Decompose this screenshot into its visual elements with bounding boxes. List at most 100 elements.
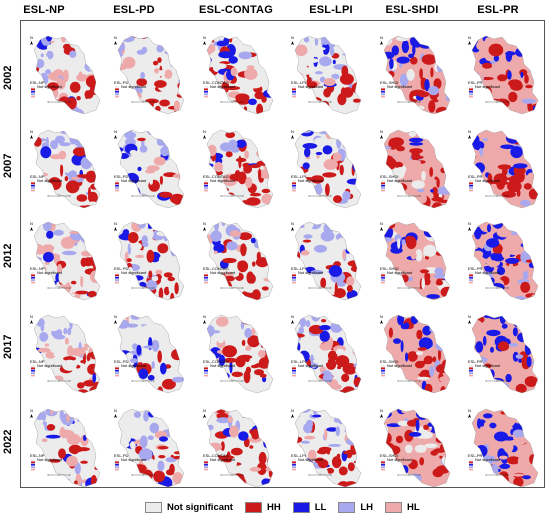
- cluster-patch: [295, 436, 303, 443]
- cluster-patch: [349, 146, 356, 152]
- cluster-patch: [442, 153, 450, 164]
- north-arrow-icon: N: [114, 35, 117, 40]
- cluster-patch: [489, 102, 496, 113]
- cluster-patch: [472, 151, 481, 159]
- mini-legend-swatch: [292, 468, 296, 471]
- cluster-patch: [416, 105, 425, 110]
- north-arrow-icon: N: [114, 221, 117, 226]
- mini-legend-title: ESL-PD: [114, 359, 129, 364]
- mini-legend-swatch: [381, 276, 385, 279]
- cluster-patch: [218, 51, 233, 59]
- row-header-2017: 2017: [2, 334, 14, 360]
- cluster-patch: [505, 373, 512, 383]
- cluster-patch: [134, 388, 148, 393]
- cluster-patch: [129, 149, 137, 155]
- cluster-patch: [253, 223, 266, 231]
- cluster-patch: [336, 135, 342, 149]
- cluster-patch: [145, 458, 155, 470]
- cluster-patch: [53, 474, 61, 485]
- cluster-patch: [346, 438, 359, 446]
- cluster-patch: [60, 163, 64, 177]
- scale-bar: [397, 380, 421, 382]
- north-arrow-icon: N: [30, 221, 33, 226]
- cluster-patch: [322, 102, 327, 112]
- cluster-patch: [44, 343, 49, 347]
- scale-bar: [220, 287, 244, 289]
- cluster-patch: [416, 329, 423, 340]
- cluster-patch: [174, 76, 180, 84]
- cluster-patch: [428, 100, 436, 113]
- mini-legend-not-significant: Not significant: [121, 363, 147, 368]
- cluster-patch: [403, 322, 410, 330]
- mini-legend-swatch: [469, 466, 473, 468]
- cluster-patch: [231, 381, 237, 390]
- cluster-patch: [83, 380, 96, 387]
- cluster-patch: [40, 146, 52, 159]
- cluster-patch: [209, 472, 220, 481]
- cluster-patch: [69, 318, 73, 330]
- cluster-patch: [432, 356, 437, 363]
- cluster-patch: [63, 69, 69, 83]
- cluster-patch: [484, 293, 496, 299]
- map-panel-esl-lpi-2002: N ESL-LPI Not significant: [287, 30, 365, 118]
- north-arrow-shape: [380, 135, 383, 139]
- mini-legend-swatch: [292, 86, 296, 88]
- cluster-patch: [89, 270, 100, 284]
- cluster-patch: [171, 349, 184, 361]
- map-panel-esl-pd-2012: N ESL-PD Not significant: [110, 216, 188, 304]
- cluster-patch: [348, 410, 356, 419]
- cluster-patch: [497, 74, 508, 82]
- cluster-patch: [322, 42, 330, 55]
- cluster-patch: [415, 351, 424, 356]
- cluster-patch: [442, 424, 448, 433]
- cluster-patch: [489, 282, 505, 293]
- cluster-patch: [435, 465, 450, 474]
- cluster-patch: [473, 72, 477, 81]
- cluster-patch: [410, 315, 419, 325]
- north-arrow-shape: [380, 227, 383, 231]
- cluster-patch: [256, 251, 261, 261]
- cluster-patch: [137, 317, 151, 325]
- cluster-patch: [501, 191, 517, 198]
- mini-legend-swatch: [381, 180, 385, 182]
- cluster-patch: [325, 183, 330, 196]
- cluster-patch: [487, 193, 498, 206]
- mini-legend-title: ESL-LPI: [291, 359, 306, 364]
- cluster-patch: [80, 275, 84, 288]
- cluster-patch: [128, 191, 138, 203]
- cluster-patch: [130, 358, 138, 364]
- cluster-patch: [326, 448, 331, 455]
- cluster-patch: [174, 282, 179, 295]
- cluster-patch: [504, 222, 509, 228]
- north-arrow-shape: [203, 227, 206, 231]
- mini-legend-swatch: [469, 182, 473, 185]
- cluster-patch: [228, 56, 238, 64]
- cluster-patch: [63, 356, 77, 361]
- cluster-patch: [513, 163, 528, 169]
- cluster-patch: [81, 250, 92, 257]
- cluster-patch: [439, 376, 448, 382]
- cluster-patch: [325, 358, 337, 370]
- cluster-patch: [89, 62, 100, 73]
- cluster-patch: [295, 111, 302, 114]
- map-panel-esl-lpi-2007: N ESL-LPI Not significant: [287, 124, 365, 212]
- north-arrow-shape: [203, 320, 206, 324]
- cluster-patch: [328, 224, 337, 229]
- cluster-patch: [263, 343, 273, 349]
- cluster-patch: [50, 140, 59, 150]
- map-legend: Not significant HH LL LH HL: [145, 496, 432, 518]
- region-outline: [33, 314, 101, 394]
- cluster-patch: [207, 424, 214, 431]
- cluster-patch: [46, 424, 56, 431]
- region-outline: [206, 35, 274, 115]
- north-arrow-icon: N: [114, 314, 117, 319]
- cluster-patch: [384, 384, 390, 393]
- cluster-patch: [524, 130, 531, 142]
- cluster-patch: [419, 68, 423, 79]
- mini-legend-swatch: [292, 272, 296, 274]
- cluster-patch: [407, 351, 418, 362]
- cluster-patch: [224, 380, 230, 389]
- mini-legend-swatch: [31, 468, 35, 471]
